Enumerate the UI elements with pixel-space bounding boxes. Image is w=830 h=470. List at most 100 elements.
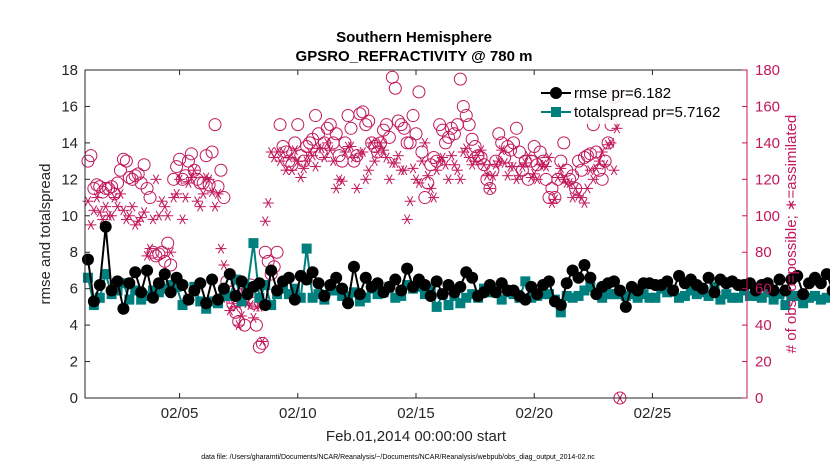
rmse-point <box>578 258 591 271</box>
obs-possible-point <box>323 118 337 132</box>
rmse-point <box>265 264 278 277</box>
obs-assimilated-point <box>126 201 138 212</box>
obs-assimilated-point <box>298 163 310 174</box>
obs-possible-point <box>140 181 154 195</box>
obs-assimilated-point <box>360 174 372 185</box>
rmse-point <box>200 297 213 310</box>
y2-tick-label: 0 <box>755 390 763 407</box>
obs-possible-point <box>270 245 284 259</box>
obs-assimilated-point <box>590 163 602 174</box>
y-tick-label: 18 <box>61 62 78 79</box>
rmse-point <box>235 275 248 288</box>
obs-possible-point <box>453 72 467 86</box>
obs-assimilated-point <box>363 165 375 176</box>
obs-assimilated-point <box>401 214 413 225</box>
totalspread-point <box>236 296 247 307</box>
obs-possible-point <box>554 154 568 168</box>
obs-possible-point <box>211 180 225 194</box>
obs-assimilated-point <box>380 152 392 163</box>
obs-possible-point <box>465 132 479 146</box>
totalspread-point <box>301 243 312 254</box>
obs-assimilated-point <box>475 145 487 156</box>
rmse-point <box>619 300 632 313</box>
rmse-point <box>572 271 585 284</box>
rmse-point <box>176 279 189 292</box>
y-tick-label: 10 <box>61 208 78 225</box>
obs-assimilated-point <box>174 174 186 185</box>
rmse-point <box>554 299 567 312</box>
obs-assimilated-point <box>502 170 514 181</box>
totalspread-point <box>207 296 218 307</box>
rmse-point <box>826 285 830 296</box>
obs-assimilated-point <box>209 201 221 212</box>
obs-possible-point <box>164 258 178 272</box>
obs-assimilated-point <box>185 172 197 183</box>
y-tick-label: 8 <box>70 244 78 261</box>
y-tick-label: 6 <box>70 281 78 298</box>
obs-possible-point <box>181 154 195 168</box>
obs-possible-point <box>394 118 408 132</box>
obs-assimilated-point <box>286 165 298 176</box>
rmse-point <box>194 277 207 290</box>
obs-possible-point <box>137 158 151 172</box>
totalspread-point <box>727 292 738 303</box>
rmse-point <box>608 275 621 288</box>
rmse-point <box>87 295 100 308</box>
totalspread-point <box>585 281 596 292</box>
rmse-point <box>466 271 479 284</box>
obs-assimilated-point <box>369 156 381 167</box>
totalspread-point <box>674 292 685 303</box>
rmse-point <box>229 289 242 302</box>
y-axis-label: rmse and totalspread <box>37 164 54 305</box>
rmse-point <box>418 279 431 292</box>
totalspread-point <box>455 298 466 309</box>
totalspread-point <box>372 289 383 300</box>
totalspread-point <box>703 290 714 301</box>
obs-assimilated-point <box>425 183 437 194</box>
obs-possible-point <box>542 191 556 205</box>
obs-possible-point <box>146 245 160 259</box>
chart-title: Southern Hemisphere <box>336 29 492 46</box>
obs-assimilated-point <box>522 150 534 161</box>
obs-assimilated-point <box>236 310 248 322</box>
totalspread-point <box>620 290 631 301</box>
totalspread-point <box>254 292 265 303</box>
obs-possible-point <box>379 118 393 132</box>
y2-tick-label: 120 <box>755 171 780 188</box>
y2-axis-label: # of obs: o=possible; ∗=assimilated <box>783 115 800 354</box>
obs-assimilated-point <box>321 137 333 148</box>
totalspread-point <box>715 294 726 305</box>
rmse-point <box>105 284 118 297</box>
obs-assimilated-point <box>437 152 449 163</box>
obs-assimilated-point <box>336 176 348 187</box>
rmse-point <box>702 271 715 284</box>
legend-box <box>538 82 740 124</box>
obs-assimilated-point <box>372 146 384 158</box>
obs-possible-point <box>557 136 571 150</box>
obs-possible-point <box>580 149 594 163</box>
obs-assimilated-point <box>91 192 103 203</box>
obs-assimilated-point <box>605 137 617 148</box>
totalspread-point <box>443 300 454 311</box>
y-tick-label: 12 <box>61 171 78 188</box>
obs-possible-point <box>415 145 429 159</box>
obs-assimilated-point <box>416 156 428 167</box>
obs-possible-point <box>173 152 187 166</box>
obs-possible-point <box>362 114 376 128</box>
obs-assimilated-point <box>245 300 256 311</box>
obs-assimilated-point <box>177 214 189 225</box>
totalspread-point <box>337 290 348 301</box>
rmse-point <box>271 284 284 297</box>
obs-possible-point <box>480 172 494 186</box>
totalspread-point <box>177 300 188 311</box>
rmse-point <box>779 284 792 297</box>
y2-tick-label: 100 <box>755 208 780 225</box>
obs-assimilated-point <box>555 163 567 174</box>
obs-assimilated-point <box>377 145 389 156</box>
obs-assimilated-point <box>318 152 330 163</box>
obs-possible-point <box>512 145 526 159</box>
obs-assimilated-point <box>445 150 457 161</box>
totalspread-point <box>662 287 673 298</box>
rmse-point <box>767 284 780 297</box>
obs-assimilated-point <box>123 210 135 221</box>
